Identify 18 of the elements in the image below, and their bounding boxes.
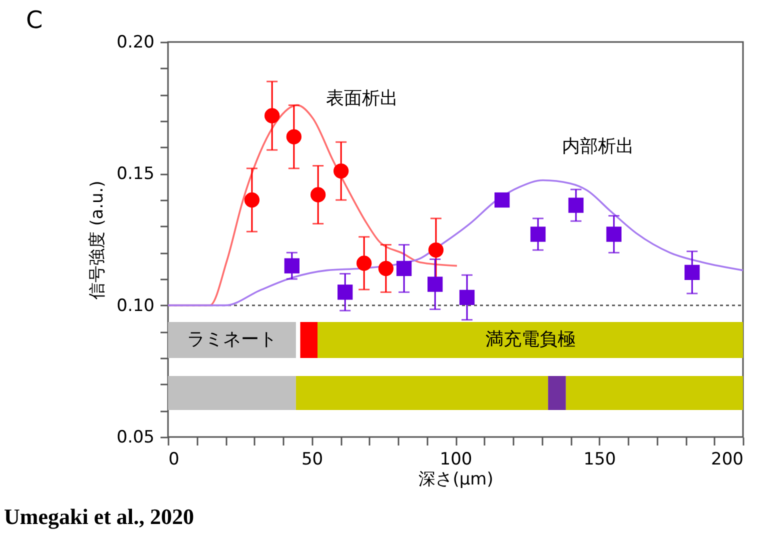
text: C bbox=[26, 6, 43, 34]
annotation: 表面析出 bbox=[326, 87, 398, 110]
y-tick-label: 0.05 bbox=[116, 428, 154, 448]
y-tick-label: 0.20 bbox=[116, 32, 154, 52]
x-tick-label: 100 bbox=[440, 450, 472, 470]
x-tick-label: 200 bbox=[711, 450, 744, 470]
band-label: ラミネート bbox=[186, 329, 277, 350]
band-label: 満充電負極 bbox=[485, 329, 576, 350]
line-series bbox=[167, 179, 744, 306]
text: Umegaki et al., 2020 bbox=[4, 504, 194, 530]
y-tick-label: 0.15 bbox=[116, 164, 154, 184]
y-axis-title: 信号強度 (a.u.) bbox=[88, 180, 108, 300]
x-tick-label: 150 bbox=[584, 450, 616, 470]
y-tick-label: 0.10 bbox=[116, 296, 154, 316]
annotation: 内部析出 bbox=[562, 135, 634, 158]
x-tick-label: 50 bbox=[301, 450, 324, 470]
x-axis-title: 深さ(μm) bbox=[418, 470, 494, 490]
x-tick-label: 0 bbox=[168, 450, 180, 470]
